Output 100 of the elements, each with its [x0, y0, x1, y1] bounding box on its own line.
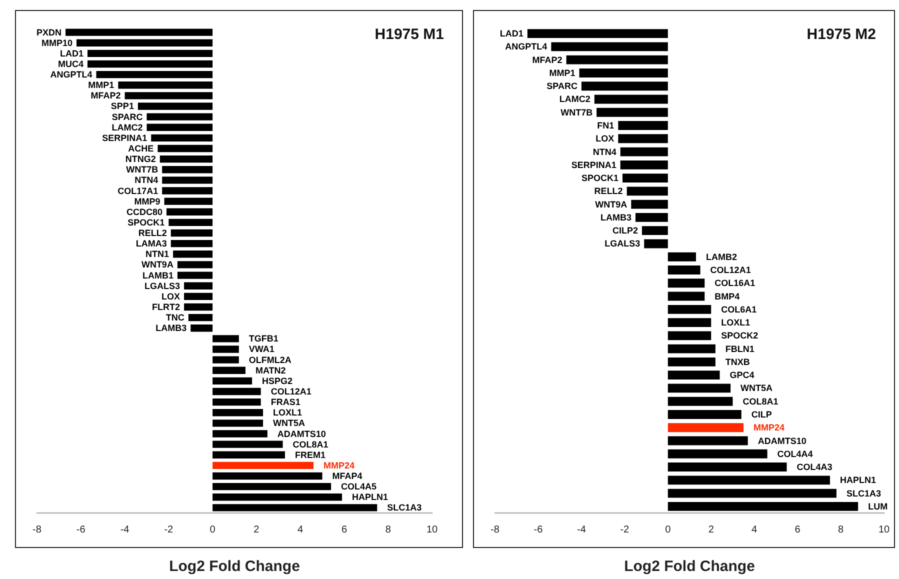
- bar: [668, 462, 787, 472]
- y-tick-label: MATN2: [255, 365, 286, 376]
- y-tick-label: LAMC2: [112, 122, 143, 132]
- y-tick-label: LAD1: [500, 28, 524, 39]
- bar: [631, 200, 668, 209]
- bar: [184, 303, 213, 311]
- bar: [168, 218, 213, 226]
- y-tick-label: CILP: [751, 409, 772, 420]
- bar: [668, 252, 696, 262]
- y-tick-label: COL12A1: [270, 386, 312, 396]
- x-tick-label: 6: [794, 524, 801, 536]
- y-tick-label: TNC: [166, 312, 185, 323]
- y-tick-label: HAPLN1: [352, 492, 388, 502]
- bar: [166, 208, 213, 216]
- y-tick-label: MMP10: [41, 38, 72, 48]
- bar: [618, 121, 668, 130]
- y-tick-label: FN1: [597, 120, 614, 131]
- y-tick-label: VWA1: [248, 344, 274, 354]
- y-tick-label: MMP1: [549, 68, 576, 78]
- y-tick-label: LAMC2: [559, 94, 590, 104]
- y-tick-label: FBLN1: [725, 344, 754, 354]
- y-tick-label: SERPINA1: [102, 132, 148, 143]
- y-tick-label: GPC4: [730, 370, 754, 380]
- y-tick-label: COL12A1: [710, 265, 751, 275]
- y-tick-label: COL8A1: [292, 439, 328, 450]
- bar: [668, 502, 858, 511]
- x-tick-label: 0: [210, 524, 216, 536]
- y-tick-label: FREM1: [294, 450, 326, 460]
- bar: [668, 410, 742, 419]
- bar: [212, 398, 261, 406]
- bar: [212, 462, 314, 470]
- bar: [668, 278, 705, 288]
- bar: [87, 50, 213, 58]
- y-tick-label: HSPG2: [262, 376, 293, 386]
- y-tick-label: LOXL1: [721, 318, 750, 328]
- x-tick-label: 6: [341, 524, 348, 536]
- y-tick-label: TGFB1: [248, 334, 278, 344]
- bar: [212, 409, 264, 416]
- bar: [190, 324, 213, 332]
- bar: [212, 504, 378, 512]
- chart-title: H1975 M2: [806, 26, 876, 43]
- y-tick-label: LGALS3: [604, 238, 640, 249]
- bar: [626, 186, 668, 196]
- bar: [164, 198, 213, 205]
- y-tick-label: WNT9A: [595, 199, 628, 210]
- x-tick-label: 2: [254, 524, 260, 536]
- bar: [668, 304, 712, 314]
- y-tick-label: MFAP2: [532, 54, 562, 65]
- bar: [212, 366, 246, 374]
- y-tick-label: RELL2: [138, 228, 167, 238]
- bar: [668, 344, 716, 354]
- bar: [566, 55, 668, 64]
- y-tick-label: COL4A5: [341, 482, 377, 492]
- bar: [622, 174, 668, 183]
- bar: [620, 147, 668, 156]
- bar: [146, 113, 213, 120]
- y-tick-label: MFAP4: [332, 471, 362, 482]
- x-tick-label: 10: [878, 524, 890, 536]
- y-tick-label: SPOCK2: [721, 330, 758, 341]
- y-tick-label: NTN1: [146, 249, 170, 260]
- bar: [212, 346, 239, 353]
- y-tick-label: ACHE: [128, 144, 154, 154]
- x-tick-label: -6: [534, 524, 544, 536]
- y-tick-label: SPP1: [110, 101, 134, 112]
- bar: [668, 331, 712, 340]
- bar: [581, 82, 668, 91]
- bar: [642, 226, 668, 236]
- x-tick-label: -8: [490, 524, 500, 536]
- y-tick-label: COL8A1: [742, 396, 778, 406]
- y-tick-label: COL4A4: [777, 448, 813, 459]
- x-tick-label: 8: [838, 524, 844, 536]
- x-tick-label: 0: [665, 524, 672, 536]
- x-tick-label: 2: [708, 524, 714, 536]
- bar: [170, 240, 213, 248]
- bar: [635, 212, 668, 222]
- bar: [151, 134, 213, 142]
- bar: [212, 388, 261, 396]
- bar: [668, 436, 748, 446]
- y-tick-label: SLC1A3: [846, 488, 881, 498]
- bar: [162, 176, 213, 184]
- y-tick-label: ANGPTL4: [50, 70, 92, 80]
- bar: [158, 144, 213, 152]
- y-tick-label: NTN4: [592, 146, 616, 157]
- y-tick-label: LOXL1: [273, 408, 302, 418]
- bar: [579, 68, 668, 78]
- bar: [118, 82, 213, 89]
- bar: [212, 440, 283, 448]
- y-tick-label: SPARC: [546, 81, 578, 92]
- y-tick-label: SPOCK1: [128, 217, 165, 228]
- bar: [162, 187, 213, 194]
- bar: [551, 42, 668, 52]
- y-tick-label: FLRT2: [152, 302, 180, 312]
- y-tick-label: FRAS1: [270, 397, 300, 408]
- y-tick-label: CILP2: [612, 226, 638, 236]
- y-tick-label: LAMB3: [600, 212, 632, 222]
- y-tick-label: LOX: [596, 134, 614, 144]
- bar: [668, 292, 705, 301]
- bar: [668, 357, 716, 366]
- y-tick-label: HAPLN1: [840, 475, 876, 486]
- y-tick-label: LAMB1: [142, 270, 174, 280]
